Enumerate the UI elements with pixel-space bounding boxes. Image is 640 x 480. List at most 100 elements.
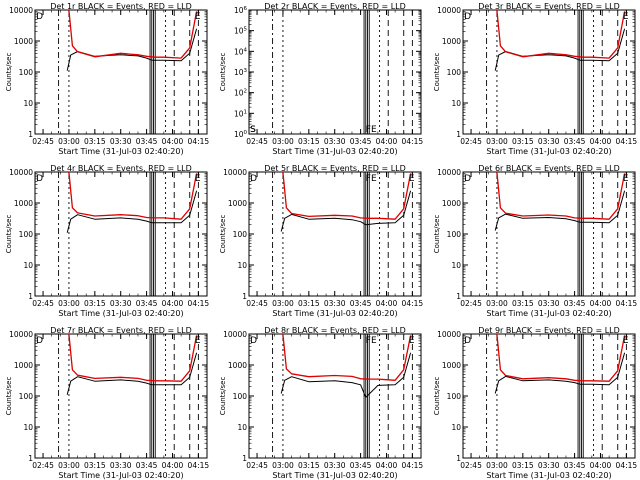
y-tick-exponent: 6: [244, 6, 248, 12]
panel-1: Det 1r BLACK = Events, RED = LLD 1 10 100 10…: [5, 2, 209, 156]
x-tick-label: 03:00: [58, 461, 80, 470]
panel-title: Det 6r BLACK = Events, RED = LLD: [478, 164, 620, 173]
y-tick-label: 10: [23, 99, 33, 108]
x-tick-label: 04:00: [590, 299, 612, 308]
panel-title: Det 3r BLACK = Events, RED = LLD: [478, 2, 620, 11]
y-tick-label: 1: [456, 292, 461, 301]
flag-label: E: [195, 174, 201, 184]
y-tick-label: 100: [447, 68, 462, 77]
y-tick-label: 1000: [14, 199, 33, 208]
x-tick-label: 02:45: [460, 461, 482, 470]
series-lld: [68, 9, 198, 59]
y-tick-label: 1000: [442, 361, 461, 370]
x-tick-label: 03:15: [512, 137, 534, 146]
flag-label: D: [36, 336, 43, 346]
y-tick-label: 1000: [14, 37, 33, 46]
panel-title: Det 5r BLACK = Events, RED = LLD: [264, 164, 406, 173]
y-tick-label: 10000: [437, 6, 461, 15]
y-tick-label: 100: [447, 392, 462, 401]
x-tick-label: 03:45: [136, 299, 158, 308]
y-tick-exponent: 1: [244, 109, 248, 115]
x-tick-label: 03:15: [84, 137, 106, 146]
panel-4: Det 4r BLACK = Events, RED = LLD 1 10 100 10…: [5, 164, 209, 318]
flag-label: FE: [366, 336, 377, 346]
series-events: [280, 352, 412, 398]
x-tick-label: 03:30: [324, 299, 346, 308]
flag-label: FE: [366, 125, 377, 135]
y-tick-label: 10: [451, 423, 461, 432]
plot-frame: [462, 9, 636, 135]
x-axis-label: Start Time (31-Jul-03 02:40:20): [58, 471, 183, 480]
y-tick-label: 10000: [9, 168, 33, 177]
flag-label: D: [250, 174, 257, 184]
y-axis-label: Counts/sec: [433, 215, 441, 254]
y-axis-label: Counts/sec: [219, 215, 227, 254]
y-tick-label: 103: [234, 68, 248, 77]
y-tick-exponent: 5: [244, 27, 248, 33]
y-tick-label: 1000: [228, 199, 247, 208]
x-tick-label: 03:00: [272, 137, 294, 146]
x-tick-label: 03:30: [110, 299, 132, 308]
x-axis-label: Start Time (31-Jul-03 02:40:20): [272, 147, 397, 156]
x-tick-label: 02:45: [32, 461, 54, 470]
x-tick-label: 02:45: [460, 137, 482, 146]
flag-label: D: [250, 336, 257, 346]
y-axis-label: Counts/sec: [5, 215, 13, 254]
x-tick-label: 04:15: [402, 299, 424, 308]
y-axis-label: Counts/sec: [219, 377, 227, 416]
y-tick-label: 1000: [228, 361, 247, 370]
y-tick-exponent: 0: [244, 130, 248, 136]
series-events: [280, 190, 412, 232]
x-tick-label: 03:00: [486, 461, 508, 470]
plot-frame: [248, 333, 422, 459]
x-tick-label: 03:30: [324, 461, 346, 470]
y-tick-label: 1000: [442, 37, 461, 46]
series-lld: [68, 333, 198, 382]
y-tick-label: 100: [447, 230, 462, 239]
x-tick-label: 03:15: [84, 299, 106, 308]
flag-label: E: [623, 174, 629, 184]
x-tick-label: 02:45: [246, 299, 268, 308]
panel-title: Det 9r BLACK = Events, RED = LLD: [478, 326, 620, 335]
panel-title: Det 7r BLACK = Events, RED = LLD: [50, 326, 192, 335]
y-tick-label: 1: [242, 292, 247, 301]
series-lld: [496, 171, 626, 220]
x-tick-label: 03:30: [538, 137, 560, 146]
x-axis-label: Start Time (31-Jul-03 02:40:20): [58, 147, 183, 156]
x-tick-label: 04:15: [402, 461, 424, 470]
panel-5: Det 5r BLACK = Events, RED = LLD 1 10 100 10…: [219, 164, 423, 318]
x-tick-label: 03:00: [486, 299, 508, 308]
x-tick-label: 03:45: [564, 461, 586, 470]
x-axis-label: Start Time (31-Jul-03 02:40:20): [58, 309, 183, 318]
y-tick-label: 1: [28, 130, 33, 139]
flag-label: D: [36, 174, 43, 184]
y-tick-label: 10: [237, 423, 247, 432]
series-lld: [496, 333, 626, 382]
y-tick-label: 10000: [9, 330, 33, 339]
y-tick-label: 1: [242, 454, 247, 463]
series-events: [494, 28, 626, 71]
x-tick-label: 03:30: [110, 137, 132, 146]
series-lld: [68, 171, 198, 220]
x-tick-label: 02:45: [32, 137, 54, 146]
flag-label: E: [623, 12, 629, 22]
y-tick-label: 1000: [14, 361, 33, 370]
panel-7: Det 7r BLACK = Events, RED = LLD 1 10 100 10…: [5, 326, 209, 480]
y-tick-label: 10000: [437, 168, 461, 177]
series-events: [66, 352, 198, 395]
y-tick-label: 10000: [437, 330, 461, 339]
y-tick-label: 100: [19, 68, 34, 77]
x-tick-label: 02:45: [460, 299, 482, 308]
flag-label: D: [36, 12, 43, 22]
x-tick-label: 02:45: [246, 461, 268, 470]
x-axis-label: Start Time (31-Jul-03 02:40:20): [272, 309, 397, 318]
plot-frame: [462, 333, 636, 459]
y-tick-label: 10000: [223, 168, 247, 177]
x-tick-label: 03:45: [564, 137, 586, 146]
y-tick-label: 1: [456, 130, 461, 139]
x-axis-label: Start Time (31-Jul-03 02:40:20): [486, 471, 611, 480]
series-lld: [282, 333, 412, 381]
plot-frame: [34, 333, 208, 459]
x-axis-label: Start Time (31-Jul-03 02:40:20): [486, 309, 611, 318]
